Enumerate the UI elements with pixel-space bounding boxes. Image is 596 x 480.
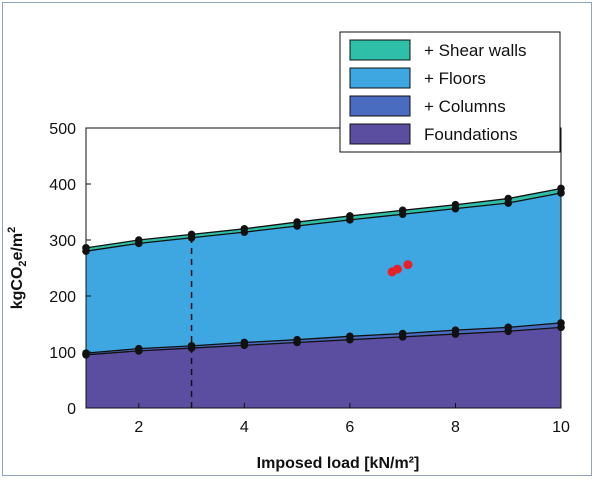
y-axis-label-mid: e/m [9,233,26,261]
y-axis-label: kgCO2e/m2 [6,227,29,310]
x-axis-ticks: 2 4 6 8 10 [134,403,570,436]
y-tick-label-5: 500 [49,121,76,138]
y-tick-label-1: 100 [49,345,76,362]
marker-3-2 [187,230,196,239]
highlight-point-2 [403,260,413,270]
y-axis-label-main: kgCO [9,267,26,310]
legend-swatch-3 [349,123,411,145]
legend-swatch-1 [349,67,411,89]
x-tick-label-2: 6 [345,419,354,436]
y-tick-label-2: 200 [49,289,76,306]
marker-1-5 [346,332,354,341]
x-tick-label-1: 4 [240,419,249,436]
area-3 [86,188,561,252]
legend-swatch-0 [349,39,411,61]
series-line-2 [85,192,562,252]
legend-label-1: + Floors [424,69,486,88]
marker-3-3 [240,225,249,233]
x-tick-label-0: 2 [134,419,143,436]
marker-3-6 [398,206,407,215]
marker-3-8 [504,194,513,203]
plot-area-border [85,127,562,409]
marker-3-4 [293,218,301,226]
legend-label-3: Foundations [424,125,518,144]
y-tick-label-4: 400 [49,177,76,194]
legend-swatch-2 [349,95,411,117]
x-tick-label-3: 8 [451,419,460,436]
marker-3-7 [451,200,460,209]
y-axis-label-sub: 2 [17,260,29,266]
marker-1-3 [240,338,249,347]
series-line-3 [85,187,562,249]
marker-1-8 [504,323,513,332]
legend: + Shear walls + Floors + Columns Foundation… [339,31,561,153]
x-tick-label-4: 10 [552,419,570,436]
marker-3-5 [346,212,354,220]
area-layers [86,188,561,408]
y-axis-ticks: 0 100 200 300 400 500 [49,121,91,418]
y-tick-label-3: 300 [49,233,76,250]
highlight-point-1 [392,264,402,274]
marker-3-1 [134,236,143,244]
area-2 [86,192,561,354]
legend-label-2: + Columns [424,97,506,116]
y-tick-label-0: 0 [67,401,76,418]
legend-label-0: + Shear walls [424,41,527,60]
marker-1-7 [451,326,460,334]
marker-1-6 [398,329,407,338]
marker-1-4 [293,335,301,344]
y-axis-label-sup: 2 [6,227,18,233]
marker-1-1 [134,344,143,353]
x-axis-label: Imposed load [kN/m²] [257,455,420,472]
series-line-1 [85,322,562,354]
marker-1-2 [187,342,196,350]
highlight-points [387,260,413,277]
series-line-0 [85,326,562,356]
